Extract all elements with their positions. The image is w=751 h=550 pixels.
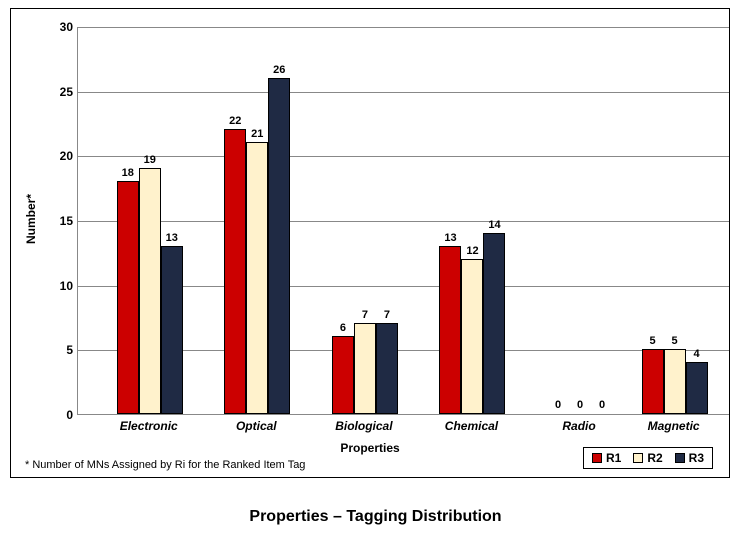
legend-item: R1 bbox=[592, 451, 621, 465]
x-tick-label: Electronic bbox=[120, 419, 178, 433]
gridline bbox=[78, 156, 729, 157]
bar: 13 bbox=[161, 246, 183, 414]
bar-value-label: 5 bbox=[672, 335, 678, 347]
y-tick-label: 5 bbox=[57, 343, 73, 357]
plot-area: 181913222126677131214000554 bbox=[77, 27, 729, 415]
legend-swatch bbox=[675, 453, 685, 463]
legend-item: R2 bbox=[633, 451, 662, 465]
y-tick-label: 15 bbox=[57, 214, 73, 228]
x-tick-label: Biological bbox=[335, 419, 392, 433]
bar-value-label: 18 bbox=[122, 167, 134, 179]
y-tick-label: 0 bbox=[57, 408, 73, 422]
legend-label: R3 bbox=[689, 451, 704, 465]
y-tick-label: 20 bbox=[57, 149, 73, 163]
bar-value-label: 7 bbox=[362, 309, 368, 321]
gridline bbox=[78, 92, 729, 93]
x-tick-label: Magnetic bbox=[648, 419, 700, 433]
legend-label: R2 bbox=[647, 451, 662, 465]
y-axis-label: Number* bbox=[24, 194, 38, 244]
x-tick-label: Radio bbox=[562, 419, 595, 433]
bar-value-label: 14 bbox=[488, 219, 500, 231]
bar: 19 bbox=[139, 168, 161, 414]
legend-item: R3 bbox=[675, 451, 704, 465]
bar: 12 bbox=[461, 259, 483, 414]
bar-value-label: 13 bbox=[444, 232, 456, 244]
bar-group: 677 bbox=[332, 323, 398, 414]
bar-group: 554 bbox=[642, 349, 708, 414]
bar: 26 bbox=[268, 78, 290, 414]
y-tick-label: 25 bbox=[57, 85, 73, 99]
legend: R1 R2 R3 bbox=[583, 447, 713, 469]
bar-value-label: 26 bbox=[273, 64, 285, 76]
bar: 14 bbox=[483, 233, 505, 414]
bar-group: 181913 bbox=[117, 168, 183, 414]
legend-label: R1 bbox=[606, 451, 621, 465]
bar-value-label: 6 bbox=[340, 322, 346, 334]
bar: 22 bbox=[224, 129, 246, 414]
bar-value-label: 4 bbox=[694, 348, 700, 360]
legend-swatch bbox=[633, 453, 643, 463]
bar: 5 bbox=[642, 349, 664, 414]
bar: 7 bbox=[354, 323, 376, 414]
footnote: * Number of MNs Assigned by Ri for the R… bbox=[25, 459, 305, 471]
bar-group: 131214 bbox=[439, 233, 505, 414]
bar-value-label: 19 bbox=[144, 154, 156, 166]
bar-value-label: 0 bbox=[577, 399, 583, 411]
bar-value-label: 0 bbox=[599, 399, 605, 411]
bar-value-label: 22 bbox=[229, 115, 241, 127]
bar-group: 222126 bbox=[224, 78, 290, 414]
bar-value-label: 13 bbox=[166, 232, 178, 244]
bar: 4 bbox=[686, 362, 708, 414]
gridline bbox=[78, 27, 729, 28]
chart-frame: Number* 051015202530 1819132221266771312… bbox=[10, 8, 730, 478]
bar-value-label: 12 bbox=[466, 245, 478, 257]
bar-value-label: 7 bbox=[384, 309, 390, 321]
x-tick-label: Chemical bbox=[445, 419, 498, 433]
bar-value-label: 21 bbox=[251, 128, 263, 140]
legend-swatch bbox=[592, 453, 602, 463]
bar: 6 bbox=[332, 336, 354, 414]
x-tick-label: Optical bbox=[236, 419, 277, 433]
bar-value-label: 5 bbox=[650, 335, 656, 347]
y-tick-label: 10 bbox=[57, 279, 73, 293]
bar: 5 bbox=[664, 349, 686, 414]
chart-caption: Properties – Tagging Distribution bbox=[0, 508, 751, 526]
bar: 21 bbox=[246, 142, 268, 414]
bar-value-label: 0 bbox=[555, 399, 561, 411]
bar: 18 bbox=[117, 181, 139, 414]
y-tick-label: 30 bbox=[57, 20, 73, 34]
bar: 13 bbox=[439, 246, 461, 414]
bar: 7 bbox=[376, 323, 398, 414]
chart-container: Number* 051015202530 1819132221266771312… bbox=[0, 0, 751, 550]
